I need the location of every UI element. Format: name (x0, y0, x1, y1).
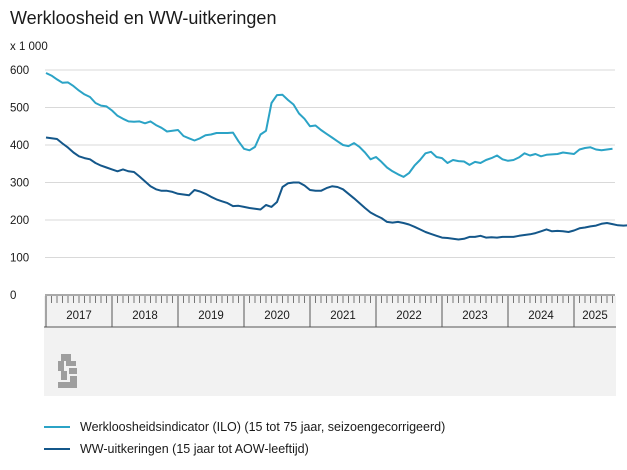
logo-block (61, 371, 67, 380)
y-tick-label: 500 (10, 103, 29, 115)
x-tick-label: 2022 (396, 310, 422, 322)
logo-block (70, 376, 77, 388)
y-tick-label: 600 (10, 65, 29, 77)
y-tick-label: 200 (10, 215, 29, 227)
x-tick-label: 2020 (264, 310, 290, 322)
x-axis-band (44, 296, 616, 396)
x-tick-label: 2021 (330, 310, 356, 322)
x-tick-label: 2017 (66, 310, 92, 322)
y-tick-label: 400 (10, 140, 29, 152)
chart-title: Werkloosheid en WW-uitkeringen (10, 8, 277, 28)
legend-label-ilo: Werkloosheidsindicator (ILO) (15 tot 75 … (80, 420, 446, 434)
x-tick-label: 2019 (198, 310, 224, 322)
legend-swatch-ww (44, 448, 70, 450)
x-tick-label: 2018 (132, 310, 158, 322)
x-tick-label: 2024 (528, 310, 554, 322)
y-tick-label: 300 (10, 178, 29, 190)
logo-block (69, 368, 77, 374)
unit-label: x 1 000 (10, 41, 48, 53)
legend-label-ww: WW-uitkeringen (15 jaar tot AOW-leeftijd… (80, 442, 309, 456)
y-tick-label: 0 (10, 290, 16, 302)
logo-block (66, 361, 76, 366)
cbs-logo (58, 354, 77, 388)
logo-block (58, 382, 70, 388)
logo-block (58, 361, 64, 371)
series-line-0 (45, 72, 613, 178)
legend-item-ww: WW-uitkeringen (15 jaar tot AOW-leeftijd… (44, 442, 604, 456)
y-tick-label: 100 (10, 253, 29, 265)
x-tick-label: 2023 (462, 310, 488, 322)
logo-block (61, 354, 71, 361)
legend-swatch-ilo (44, 426, 70, 428)
series-line-1 (45, 136, 627, 241)
legend-item-ilo: Werkloosheidsindicator (ILO) (15 tot 75 … (44, 420, 604, 434)
x-tick-label: 2025 (582, 310, 608, 322)
